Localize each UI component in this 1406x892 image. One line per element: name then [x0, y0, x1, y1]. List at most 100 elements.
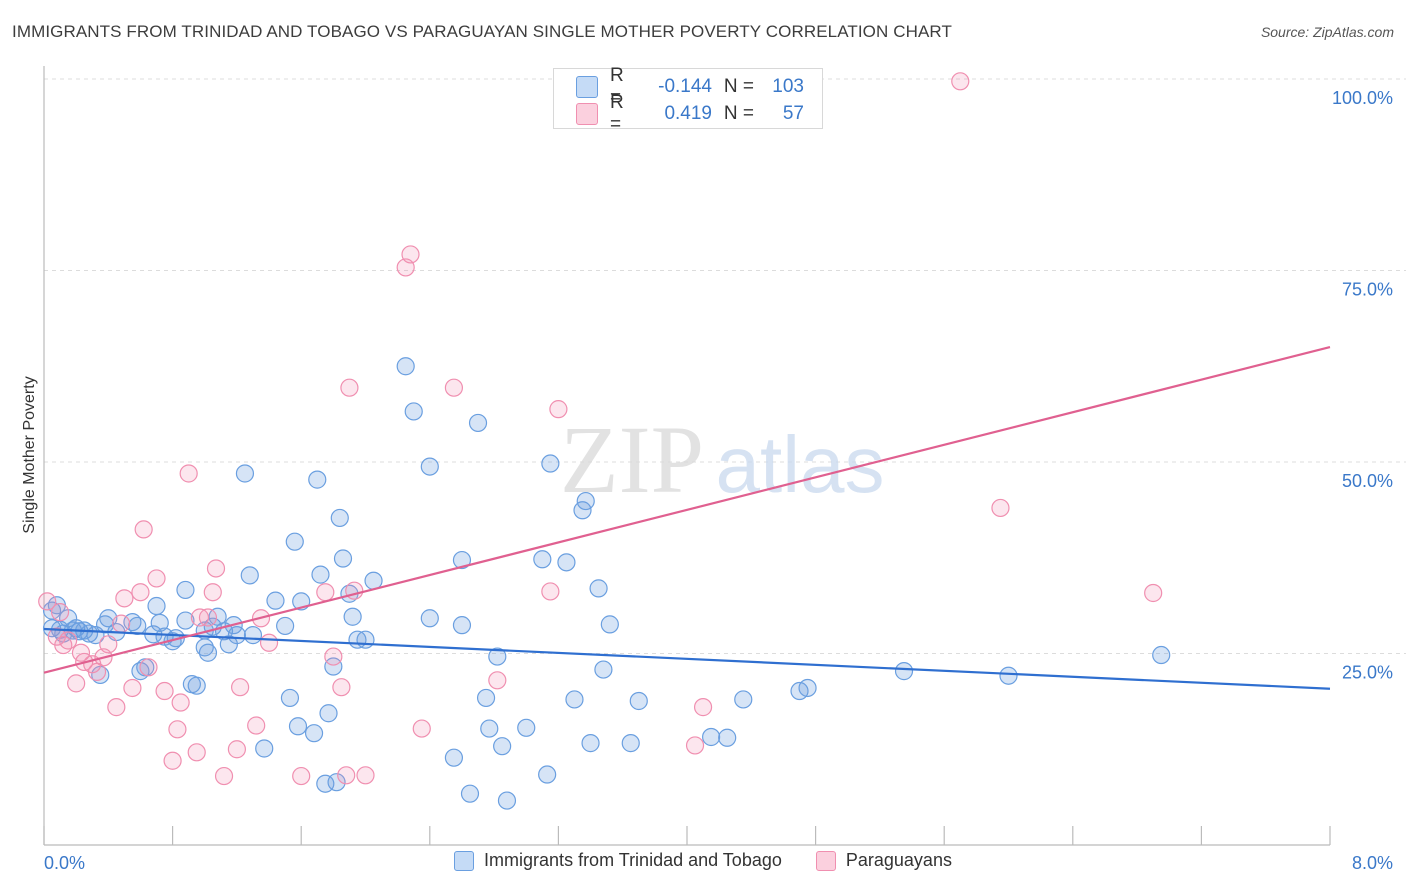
n-label: N =: [723, 76, 754, 97]
y-tick-label-2: 75.0%: [1342, 280, 1393, 300]
legend-item-trinidad: Immigrants from Trinidad and Tobago: [454, 850, 782, 871]
point-trinidad-38: [235, 464, 255, 483]
point-paraguayans-47: [444, 378, 464, 397]
point-trinidad-49: [308, 470, 327, 489]
point-trinidad-85: [589, 579, 608, 598]
point-trinidad-39: [240, 566, 259, 585]
point-trinidad-83: [576, 491, 595, 511]
point-trinidad-79: [541, 454, 560, 473]
point-paraguayans-45: [401, 245, 420, 264]
point-paraguayans-48: [488, 671, 507, 690]
point-paraguayans-20: [155, 681, 174, 701]
point-paraguayans-2: [50, 603, 70, 622]
point-paraguayans-52: [685, 736, 705, 755]
n-value-paraguayans: 57: [782, 103, 804, 124]
y-tick-label-0: 25.0%: [1342, 663, 1393, 683]
point-trinidad-73: [488, 647, 507, 666]
point-trinidad-91: [718, 728, 737, 747]
point-trinidad-67: [452, 550, 472, 570]
point-trinidad-87: [600, 615, 619, 634]
point-paraguayans-36: [292, 766, 311, 786]
point-trinidad-60: [356, 630, 375, 649]
point-paraguayans-43: [356, 766, 375, 785]
n-label: N =: [723, 103, 754, 124]
point-trinidad-37: [227, 626, 246, 645]
point-paraguayans-14: [115, 589, 134, 608]
point-paraguayans-33: [247, 716, 266, 735]
blue-swatch: [576, 76, 598, 98]
point-trinidad-46: [288, 717, 308, 736]
point-paraguayans-46: [412, 719, 431, 738]
point-trinidad-90: [702, 727, 721, 747]
watermark-atlas: atlas: [716, 420, 885, 509]
point-trinidad-77: [533, 550, 552, 569]
point-trinidad-63: [404, 402, 423, 421]
point-paraguayans-23: [171, 693, 190, 712]
point-trinidad-40: [243, 626, 263, 645]
point-paraguayans-39: [332, 678, 351, 697]
point-trinidad-78: [538, 765, 557, 784]
point-trinidad-10: [79, 624, 99, 643]
legend-label-paraguayans: Paraguayans: [845, 850, 952, 870]
legend-pink-swatch: [815, 850, 836, 871]
point-trinidad-74: [493, 737, 512, 756]
point-trinidad-96: [999, 666, 1018, 685]
point-paraguayans-13: [112, 614, 131, 633]
y-tick-label-1: 50.0%: [1342, 471, 1393, 491]
legend-label-trinidad: Immigrants from Trinidad and Tobago: [484, 850, 782, 870]
point-paraguayans-53: [693, 698, 713, 717]
point-trinidad-97: [1152, 645, 1171, 665]
point-trinidad-56: [333, 549, 353, 568]
point-trinidad-69: [460, 784, 480, 803]
point-paraguayans-5: [67, 674, 86, 693]
point-trinidad-44: [280, 688, 300, 708]
point-paraguayans-18: [139, 658, 158, 677]
point-trinidad-71: [476, 688, 496, 708]
point-trinidad-95: [894, 662, 914, 681]
point-trinidad-54: [327, 773, 346, 792]
stats-legend-box: R = -0.144 N = 103 R = 0.419 N = 57: [553, 65, 823, 135]
tick-labels: 25.0% 50.0% 75.0% 100.0% 0.0% 8.0% Single Moth…: [21, 88, 1393, 873]
y-axis-title: Single Mother Poverty: [21, 376, 38, 533]
point-paraguayans-11: [99, 635, 118, 654]
point-trinidad-58: [343, 607, 362, 626]
point-paraguayans-16: [131, 583, 150, 602]
point-paraguayans-49: [541, 582, 560, 601]
point-paraguayans-29: [206, 559, 226, 578]
point-paraguayans-28: [203, 583, 222, 602]
stats-row-paraguayans: R = 0.419 N = 57: [576, 92, 804, 135]
point-trinidad-70: [468, 413, 488, 433]
point-trinidad-68: [452, 616, 472, 635]
point-paraguayans-54: [951, 72, 970, 91]
point-trinidad-92: [734, 690, 753, 709]
point-paraguayans-41: [340, 378, 359, 397]
point-paraguayans-21: [163, 751, 182, 770]
point-paraguayans-32: [231, 678, 250, 697]
point-trinidad-45: [285, 532, 304, 551]
point-paraguayans-27: [198, 608, 218, 627]
point-paraguayans-35: [259, 633, 279, 652]
point-trinidad-22: [150, 613, 169, 632]
r-label: R =: [610, 92, 624, 135]
point-trinidad-17: [128, 616, 147, 636]
point-trinidad-48: [304, 724, 324, 743]
y-tick-label-3: 100.0%: [1332, 88, 1393, 108]
point-paraguayans-12: [107, 698, 126, 717]
axes: [43, 66, 1331, 846]
trend-line-paraguayans: [43, 346, 1331, 674]
point-trinidad-72: [480, 719, 499, 738]
point-paraguayans-30: [214, 766, 234, 786]
bottom-legend: Immigrants from Trinidad and Tobago Para…: [0, 850, 1406, 871]
point-trinidad-27: [176, 611, 195, 630]
point-trinidad-42: [266, 591, 285, 610]
point-trinidad-52: [319, 704, 338, 723]
point-trinidad-31: [198, 643, 218, 662]
x-tick-label-1: 8.0%: [1352, 853, 1393, 873]
trend-lines: [43, 346, 1331, 690]
r-value-paraguayans: 0.419: [664, 103, 712, 124]
point-trinidad-84: [581, 734, 600, 753]
point-trinidad-86: [594, 660, 613, 679]
point-paraguayans-38: [324, 647, 343, 666]
point-trinidad-50: [311, 565, 330, 584]
point-trinidad-89: [629, 691, 648, 711]
